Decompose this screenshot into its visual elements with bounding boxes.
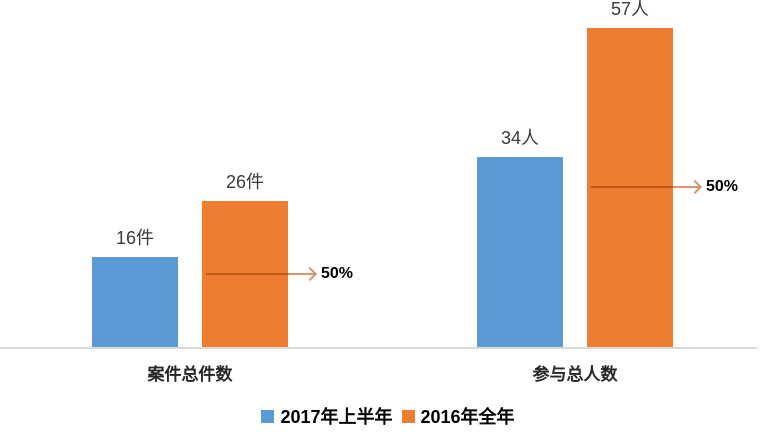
category-label-cases: 案件总件数 bbox=[147, 365, 233, 384]
annotation-text-1: 50% bbox=[321, 265, 354, 282]
annotation-line-1 bbox=[206, 273, 288, 275]
arrow-head-icon bbox=[302, 266, 318, 282]
x-axis-line bbox=[0, 347, 757, 349]
annotation-text-2: 50% bbox=[706, 178, 739, 195]
legend-label-2016: 2016年全年 bbox=[420, 407, 515, 427]
data-label-26件: 26件 bbox=[225, 172, 265, 192]
category-label-people: 参与总人数 bbox=[532, 365, 618, 384]
annotation-line-2 bbox=[591, 186, 673, 188]
bar-2017年上半年-参与总人数 bbox=[477, 157, 563, 347]
legend: 2017年上半年 2016年全年 bbox=[0, 403, 776, 429]
legend-item-2016: 2016年全年 bbox=[401, 403, 515, 429]
bar-2017年上半年-案件总件数 bbox=[92, 257, 178, 347]
legend-swatch-blue-icon bbox=[261, 409, 275, 423]
data-label-57人: 57人 bbox=[610, 0, 650, 19]
legend-item-2017: 2017年上半年 bbox=[261, 403, 393, 429]
annotation-arrow-shaft-1 bbox=[288, 273, 314, 275]
data-label-34人: 34人 bbox=[500, 128, 540, 148]
data-label-16件: 16件 bbox=[115, 228, 155, 248]
plot-area: 16件 26件 34人 57人 50% 50% bbox=[92, 0, 739, 347]
annotation-arrow-shaft-2 bbox=[673, 186, 699, 188]
legend-label-2017: 2017年上半年 bbox=[280, 407, 393, 427]
legend-swatch-orange-icon bbox=[401, 409, 415, 423]
arrow-head-icon bbox=[687, 179, 703, 195]
